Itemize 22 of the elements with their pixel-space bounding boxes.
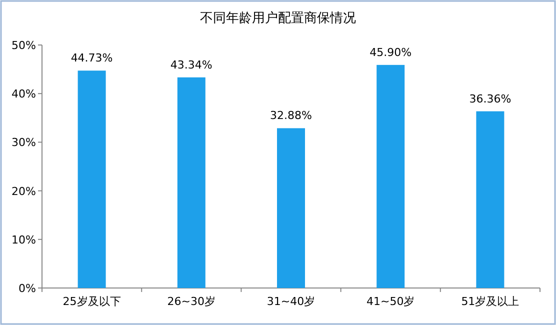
bar bbox=[376, 64, 405, 288]
chart-title: 不同年龄用户配置商保情况 bbox=[200, 11, 356, 26]
x-tick-label: 31~40岁 bbox=[266, 295, 316, 308]
data-label: 45.90% bbox=[370, 46, 412, 59]
bar bbox=[476, 111, 504, 288]
data-label: 36.36% bbox=[469, 92, 512, 106]
y-tick-label: 50% bbox=[12, 39, 36, 52]
bar bbox=[277, 128, 305, 288]
x-tick-label: 25岁及以下 bbox=[62, 295, 121, 308]
data-label: 44.73% bbox=[70, 52, 113, 65]
data-label: 43.34% bbox=[170, 58, 212, 72]
y-tick-label: 30% bbox=[12, 136, 36, 150]
y-tick-label: 10% bbox=[12, 233, 36, 246]
x-tick-label: 41~50岁 bbox=[366, 295, 415, 308]
bar bbox=[177, 77, 206, 288]
data-label: 32.88% bbox=[270, 109, 312, 122]
y-tick-label: 20% bbox=[12, 184, 36, 198]
y-tick-label: 40% bbox=[12, 88, 36, 101]
bar bbox=[78, 70, 106, 288]
x-tick-label: 26~30岁 bbox=[167, 295, 216, 308]
x-tick-label: 51岁及以上 bbox=[461, 295, 520, 308]
y-tick-label: 0% bbox=[18, 282, 36, 295]
